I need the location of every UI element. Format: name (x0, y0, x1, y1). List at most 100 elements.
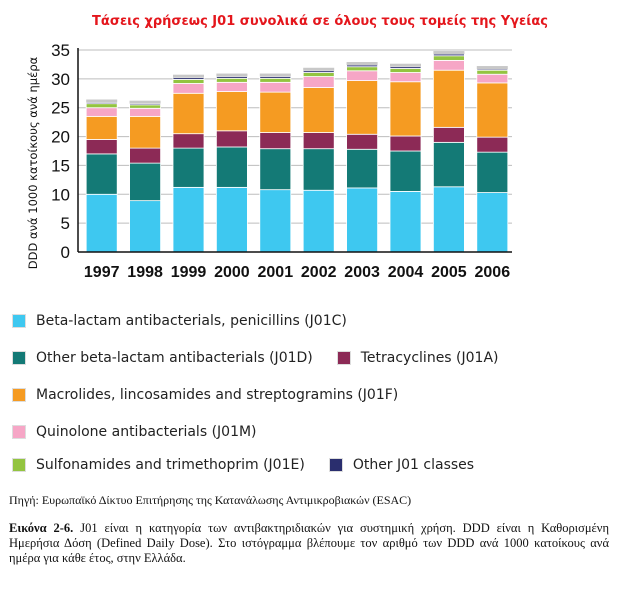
bar-top-cap (129, 100, 161, 104)
bar-top-cap (259, 73, 291, 77)
bar-segment (172, 92, 205, 135)
bar-segment (302, 132, 335, 150)
legend-item: Other J01 classes (328, 457, 475, 473)
bar-segment (476, 151, 509, 193)
stacked-bar-chart: 0 5 10 15 20 25 30 35 1997 1998 1999 2000 2001 2002 20… (26, 41, 512, 281)
legend-swatch (12, 388, 26, 402)
bar-segment (215, 146, 248, 188)
bar-segment (346, 187, 379, 253)
x-tick-label: 1998 (127, 264, 163, 281)
bar-segment (215, 91, 248, 132)
legend-swatch (12, 425, 26, 439)
y-tick-label: 25 (51, 99, 70, 118)
caption-label: Εικόνα 2-6. (9, 521, 74, 535)
legend-swatch (12, 351, 26, 365)
bar-segment (85, 193, 118, 253)
bar-segment (129, 200, 162, 253)
y-tick-label: 20 (51, 128, 70, 147)
legend-label: Quinolone antibacterials (J01M) (36, 424, 257, 440)
legend-swatch (328, 458, 343, 472)
y-tick-label: 35 (51, 41, 70, 60)
bar-segment (432, 53, 465, 57)
y-tick-label: 15 (51, 156, 70, 175)
y-tick-label: 5 (61, 214, 70, 233)
bar-segment (389, 72, 422, 83)
bar-segment (85, 153, 118, 195)
bar-segment (85, 107, 118, 117)
bar-segment (172, 147, 205, 188)
bar-segment (215, 186, 248, 253)
legend-item: Quinolone antibacterials (J01M) (12, 424, 257, 440)
bar-top-cap (303, 67, 335, 71)
bar-segment (172, 133, 205, 149)
legend-label: Other beta-lactam antibacterials (J01D) (36, 350, 313, 366)
bar-segment (346, 66, 379, 72)
x-tick-label: 2004 (388, 264, 424, 281)
y-tick-label: 10 (51, 185, 70, 204)
legend-label: Macrolides, lincosamides and streptogram… (36, 387, 399, 403)
bar-segment (85, 102, 118, 105)
legend-item: Tetracyclines (J01A) (336, 350, 499, 366)
bar-segment (85, 115, 118, 140)
bar-segment (346, 64, 379, 68)
x-tick-label: 1997 (84, 264, 120, 281)
bar-segment (389, 81, 422, 137)
chart-title: Τάσεις χρήσεως J01 συνολικά σε όλους του… (92, 14, 548, 29)
bar-segment (259, 76, 292, 79)
bar-segment (215, 130, 248, 148)
bar-segment (259, 189, 292, 253)
bar-segment (215, 76, 248, 79)
bar-top-cap (86, 99, 118, 103)
legend-label: Other J01 classes (352, 457, 475, 473)
bar-segment (346, 70, 379, 81)
bar-segment (476, 192, 509, 253)
bar-segment (302, 87, 335, 133)
bar-segment (85, 139, 118, 155)
bar-segment (259, 81, 292, 93)
bar-segment (476, 73, 509, 84)
x-tick-label: 2006 (475, 264, 511, 281)
bar-top-cap (390, 63, 421, 67)
bar-top-cap (173, 74, 204, 78)
bar-segment (129, 107, 162, 117)
bar-segment (302, 70, 335, 73)
legend-swatch (336, 351, 351, 365)
x-tick-label: 1999 (171, 264, 207, 281)
legend-row: Sulfonamides and trimethoprim (J01E) Othe… (12, 454, 474, 476)
x-tick-label: 2002 (301, 264, 337, 281)
bar-segment (476, 68, 509, 71)
bar-segment (302, 72, 335, 77)
bar-segment (389, 66, 422, 69)
legend-row: Beta-lactam antibacterials, penicillins … (12, 310, 347, 332)
bar-segment (432, 141, 465, 188)
bar-segment (259, 91, 292, 133)
legend-swatch (12, 314, 26, 328)
x-tick-label: 2005 (431, 264, 467, 281)
bar-segment (172, 77, 205, 80)
y-tick-label: 0 (61, 243, 70, 262)
bar-segment (432, 69, 465, 128)
bar-segment (129, 103, 162, 106)
legend-label: Beta-lactam antibacterials, penicillins … (36, 313, 347, 329)
x-tick-label: 2001 (258, 264, 294, 281)
bar-segment (302, 148, 335, 191)
source-note: Πηγή: Ευρωπαϊκό Δίκτυο Επιτήρησης της Κα… (9, 493, 412, 507)
legend-label: Sulfonamides and trimethoprim (J01E) (36, 457, 305, 473)
bar-segment (432, 126, 465, 143)
bar-segment (346, 133, 379, 150)
bar-segment (389, 150, 422, 192)
x-tick-label: 2003 (344, 264, 380, 281)
bar-segment (476, 136, 509, 153)
bars (85, 51, 509, 253)
bar-segment (302, 76, 335, 88)
bar-segment (85, 103, 118, 109)
bar-top-cap (346, 62, 378, 66)
legend-row: Quinolone antibacterials (J01M) (12, 421, 257, 443)
y-axis-label: DDD ανά 1000 κατοίκους ανά ημέρα (26, 56, 40, 269)
axes: 0 5 10 15 20 25 30 35 1997 1998 1999 2000 2001 2002 20… (51, 41, 512, 281)
bar-segment (129, 115, 162, 149)
bar-top-cap (433, 51, 465, 55)
figure-caption: Εικόνα 2-6. J01 είναι η κατηγορία των αν… (9, 521, 609, 566)
legend-item: Sulfonamides and trimethoprim (J01E) (12, 457, 305, 473)
bar-segment (259, 132, 292, 150)
